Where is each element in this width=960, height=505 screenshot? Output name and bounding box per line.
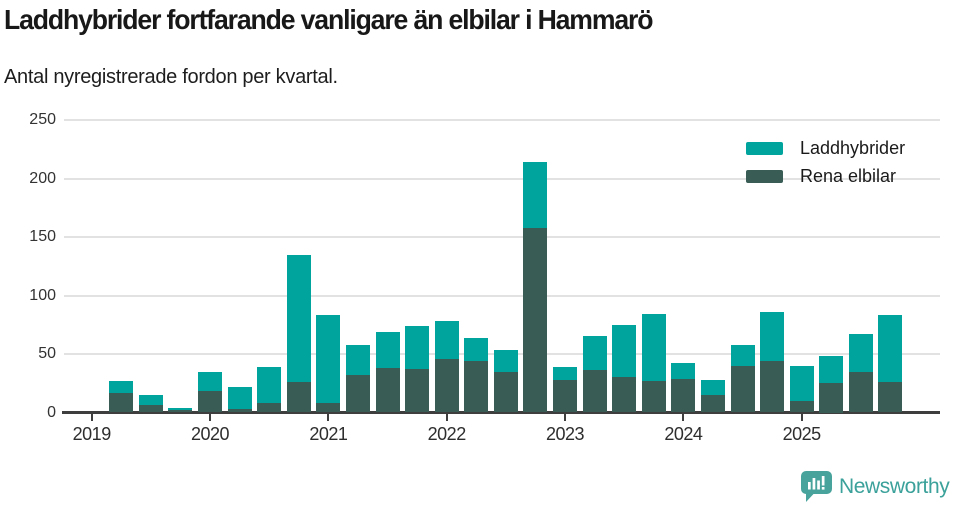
bar-segment-rena-elbilar: [434, 358, 459, 413]
bar-segment-laddhybrider: [405, 325, 430, 370]
bar-segment-rena-elbilar: [227, 408, 252, 413]
legend: Laddhybrider Rena elbilar: [746, 138, 906, 196]
legend-swatch-rena-elbilar: [746, 170, 783, 183]
bar-segment-laddhybrider: [671, 363, 696, 379]
x-axis-tick-label: 2021: [309, 423, 348, 444]
bar-segment-rena-elbilar: [493, 371, 518, 413]
bar-segment-rena-elbilar: [553, 379, 578, 413]
bar-segment-laddhybrider: [434, 321, 459, 359]
bar-segment-rena-elbilar: [641, 380, 666, 413]
bar-segment-rena-elbilar: [168, 410, 193, 413]
bar-segment-rena-elbilar: [819, 383, 844, 413]
bar-segment-laddhybrider: [109, 380, 134, 393]
x-axis-tick-label: 2022: [427, 423, 467, 444]
gridline: [64, 294, 940, 297]
x-axis-line: [62, 411, 940, 414]
y-axis-tick-label: 200: [29, 169, 56, 187]
x-axis-tick: [209, 414, 212, 421]
chart-title: Laddhybrider fortfarande vanligare än el…: [4, 4, 653, 35]
bar-segment-laddhybrider: [375, 331, 400, 369]
bar-segment-laddhybrider: [227, 386, 252, 409]
bar-segment-laddhybrider: [878, 315, 903, 383]
bar-segment-laddhybrider: [760, 311, 785, 361]
bar-segment-laddhybrider: [700, 379, 725, 395]
bar-segment-rena-elbilar: [760, 361, 785, 413]
legend-item-laddhybrider: Laddhybrider: [746, 138, 906, 158]
legend-item-rena-elbilar: Rena elbilar: [746, 166, 905, 186]
bar-segment-laddhybrider: [345, 344, 370, 376]
bar-segment-laddhybrider: [168, 407, 193, 411]
bar-segment-laddhybrider: [493, 350, 518, 372]
bar-segment-laddhybrider: [286, 254, 311, 383]
bar-segment-laddhybrider: [464, 337, 489, 361]
x-axis-tick: [682, 414, 685, 421]
bar-segment-laddhybrider: [138, 394, 163, 406]
x-axis-tick-label: 2025: [782, 423, 822, 444]
x-axis-tick-label: 2020: [190, 423, 230, 444]
legend-label-laddhybrider: Laddhybrider: [800, 138, 906, 158]
bar-segment-laddhybrider: [612, 324, 637, 378]
newsworthy-brand: Newsworthy: [799, 470, 950, 503]
bar-segment-laddhybrider: [523, 162, 548, 228]
bar-segment-rena-elbilar: [405, 369, 430, 413]
bar-segment-rena-elbilar: [198, 391, 223, 413]
bar-segment-laddhybrider: [848, 334, 873, 372]
bar-segment-rena-elbilar: [375, 368, 400, 413]
bar-segment-rena-elbilar: [464, 361, 489, 413]
bar-segment-laddhybrider: [198, 371, 223, 392]
x-axis-tick: [564, 414, 567, 421]
x-axis-tick: [327, 414, 330, 421]
y-axis-tick-label: 100: [29, 286, 56, 304]
x-axis-tick-label: 2023: [545, 423, 585, 444]
bar-segment-rena-elbilar: [138, 405, 163, 413]
gridline: [64, 236, 940, 238]
y-axis-tick-label: 250: [29, 111, 56, 128]
legend-swatch-laddhybrider: [746, 142, 783, 155]
y-axis-tick-label: 50: [38, 345, 56, 362]
y-axis-tick-label: 0: [47, 403, 56, 421]
bar-segment-rena-elbilar: [345, 375, 370, 413]
newsworthy-logo-icon: [801, 471, 832, 502]
bar-segment-rena-elbilar: [848, 371, 873, 413]
x-axis-tick: [800, 414, 803, 421]
chart-subtitle: Antal nyregistrerade fordon per kvartal.: [4, 66, 338, 88]
bar-segment-laddhybrider: [582, 336, 607, 371]
legend-label-rena-elbilar: Rena elbilar: [800, 166, 897, 186]
bar-segment-rena-elbilar: [878, 382, 903, 413]
bar-segment-laddhybrider: [316, 315, 341, 404]
bar-segment-laddhybrider: [257, 366, 282, 404]
bar-segment-laddhybrider: [553, 366, 578, 380]
bar-segment-rena-elbilar: [582, 370, 607, 413]
bar-segment-rena-elbilar: [700, 394, 725, 413]
bar-segment-laddhybrider: [789, 365, 814, 401]
bar-segment-rena-elbilar: [612, 377, 637, 413]
bar-segment-rena-elbilar: [257, 403, 282, 413]
bar-segment-rena-elbilar: [789, 400, 814, 413]
bar-segment-rena-elbilar: [286, 382, 311, 413]
x-axis-tick-label: 2019: [72, 423, 112, 444]
x-axis-tick: [445, 414, 448, 421]
gridline: [64, 177, 940, 180]
bar-segment-rena-elbilar: [730, 365, 755, 413]
y-axis-tick-label: 150: [29, 228, 56, 245]
newsworthy-brand-text: Newsworthy: [839, 474, 950, 498]
bar-segment-laddhybrider: [730, 344, 755, 366]
bar-segment-laddhybrider: [819, 356, 844, 384]
bar-segment-laddhybrider: [641, 314, 666, 381]
bar-segment-rena-elbilar: [109, 392, 134, 413]
bar-segment-rena-elbilar: [316, 403, 341, 413]
gridline: [64, 119, 940, 121]
bar-segment-rena-elbilar: [671, 378, 696, 413]
x-axis-tick-label: 2024: [664, 423, 703, 444]
x-axis-tick: [90, 414, 93, 421]
bar-segment-rena-elbilar: [523, 227, 548, 413]
